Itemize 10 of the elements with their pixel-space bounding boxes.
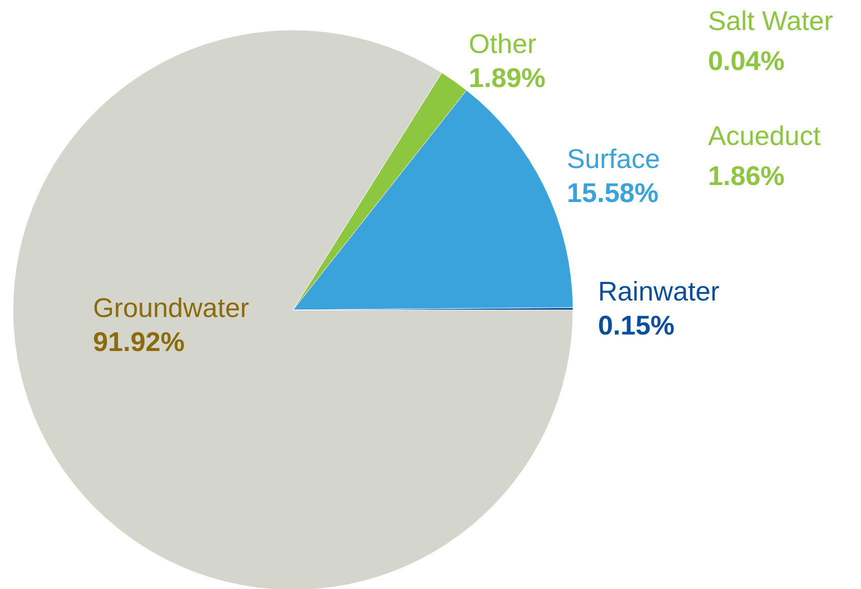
slice-label: Groundwater [93, 293, 250, 323]
slice-label: Rainwater [598, 276, 720, 307]
data-label: 91.92% [93, 327, 185, 357]
text: Acueduct 1.86% [708, 121, 821, 191]
slice-label: Surface [566, 144, 660, 174]
data-label: 1.89% [468, 62, 546, 93]
text: Salt Water 0.04% [708, 6, 834, 76]
data-label: 15.58% [566, 178, 658, 208]
data-label: 0.15% [598, 310, 675, 341]
slice-label: Other [468, 28, 536, 59]
